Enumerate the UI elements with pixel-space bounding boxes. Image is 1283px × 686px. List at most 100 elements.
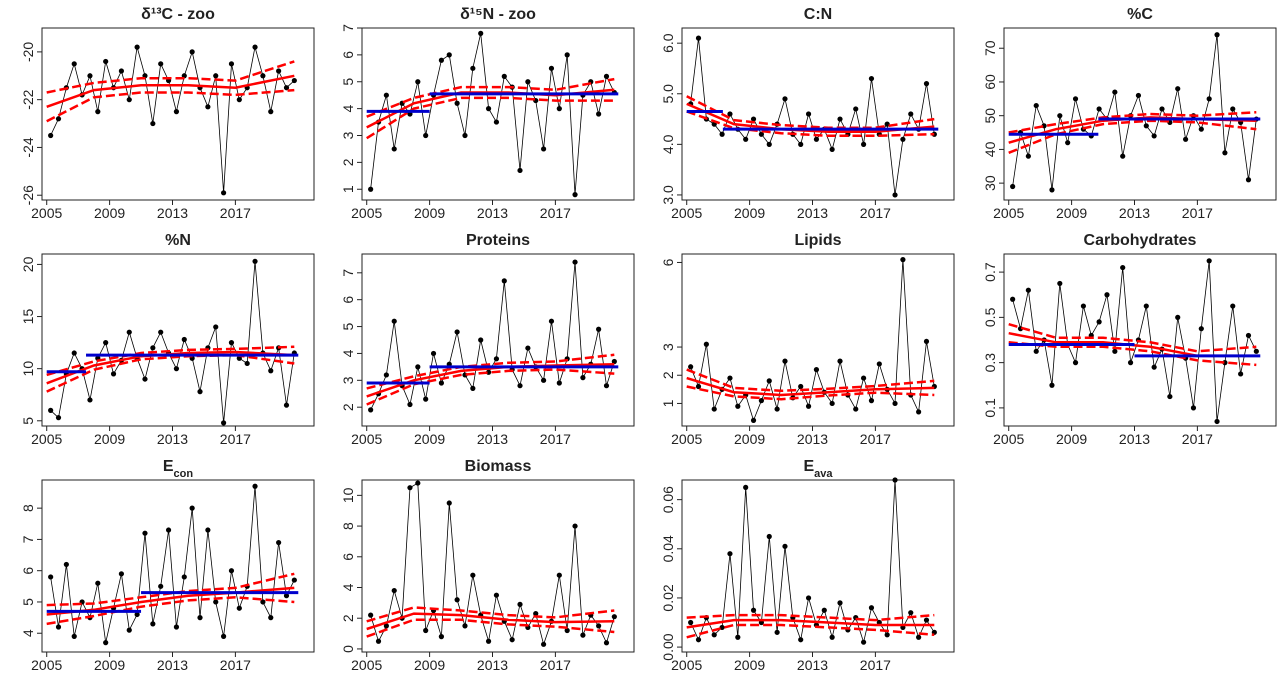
data-point bbox=[391, 587, 397, 594]
data-point bbox=[868, 75, 875, 82]
panel: δ¹⁵N - zoo 2005 2009 2013 2017 1 2 3 4 5 6 7 bbox=[340, 6, 635, 221]
panel: δ¹³C - zoo 2005 2009 2013 2017 -26 -24 -22 -20 bbox=[20, 6, 315, 221]
panel: Carbohydrates 2005 2009 2013 2017 0.1 0.3 0.5 0.… bbox=[982, 232, 1277, 447]
trend-lower bbox=[686, 110, 935, 138]
data-point bbox=[884, 121, 890, 127]
trend-lower bbox=[686, 385, 935, 401]
panel-title: δ¹³C - zoo bbox=[141, 6, 215, 23]
y-tick-label: 0.5 bbox=[982, 307, 998, 327]
data-point bbox=[1072, 360, 1079, 366]
data-point bbox=[126, 627, 132, 633]
trend-upper bbox=[366, 606, 615, 623]
data-point bbox=[462, 132, 468, 139]
y-tick-label: 5 bbox=[340, 78, 356, 86]
x-tick-label: 2017 bbox=[540, 657, 571, 673]
data-point bbox=[766, 378, 772, 384]
data-point bbox=[813, 136, 820, 142]
panel-title: Econ bbox=[163, 458, 194, 480]
data-point bbox=[87, 73, 93, 79]
trend-fit bbox=[366, 612, 615, 631]
y-tick-label: 15 bbox=[20, 309, 36, 325]
x-tick-label: 2009 bbox=[414, 205, 445, 221]
panel: Proteins 2005 2009 2013 2017 2 3 4 5 6 7 bbox=[340, 232, 635, 447]
x-tick-label: 2009 bbox=[414, 657, 445, 673]
y-tick-label: 4.0 bbox=[660, 134, 676, 154]
y-tick-label: 4 bbox=[340, 105, 356, 113]
y-tick-label: 7 bbox=[340, 269, 356, 277]
data-point bbox=[189, 49, 195, 55]
trend-upper bbox=[46, 345, 295, 377]
data-point bbox=[703, 341, 709, 347]
data-point bbox=[407, 401, 413, 408]
title-text: Lipids bbox=[794, 232, 841, 249]
data-point bbox=[244, 360, 250, 367]
data-point bbox=[798, 383, 804, 390]
data-point bbox=[415, 79, 421, 85]
y-tick-label: 0.3 bbox=[982, 353, 998, 373]
x-tick-label: 2005 bbox=[671, 431, 702, 447]
data-point bbox=[142, 530, 148, 536]
data-point bbox=[438, 634, 444, 640]
x-tick-label: 2005 bbox=[31, 657, 62, 673]
x-tick-label: 2009 bbox=[734, 431, 765, 447]
x-tick-label: 2017 bbox=[540, 205, 571, 221]
data-point bbox=[1104, 292, 1110, 298]
data-point bbox=[540, 641, 547, 647]
x-tick-label: 2017 bbox=[860, 431, 891, 447]
data-point bbox=[525, 79, 531, 85]
plot-frame bbox=[361, 479, 635, 653]
y-tick-label: 3 bbox=[660, 343, 676, 351]
data-point bbox=[71, 61, 77, 67]
data-point bbox=[118, 68, 124, 74]
y-tick-label: 1 bbox=[340, 185, 356, 193]
data-point bbox=[727, 111, 733, 117]
data-point bbox=[572, 192, 578, 198]
y-tick-label: 0.7 bbox=[982, 262, 998, 282]
y-tick-label: -26 bbox=[20, 185, 36, 205]
x-tick-label: 2009 bbox=[414, 431, 445, 447]
data-point bbox=[1182, 136, 1189, 142]
data-point bbox=[750, 417, 757, 423]
data-point bbox=[735, 634, 741, 640]
data-point bbox=[1057, 280, 1063, 287]
y-tick-label: 30 bbox=[982, 175, 998, 191]
x-tick-label: 2013 bbox=[477, 205, 508, 221]
data-point bbox=[391, 146, 397, 152]
panel-title: Lipids bbox=[794, 232, 841, 249]
data-point bbox=[1230, 106, 1236, 112]
data-point bbox=[375, 638, 382, 644]
x-tick-label: 2017 bbox=[860, 657, 891, 673]
y-tick-label: 4 bbox=[340, 583, 356, 591]
data-point bbox=[517, 601, 523, 607]
data-point bbox=[805, 111, 812, 117]
data-point bbox=[876, 361, 882, 367]
panel-title: δ¹⁵N - zoo bbox=[460, 6, 536, 23]
data-point bbox=[1198, 126, 1204, 132]
trend-lower bbox=[686, 623, 935, 639]
y-tick-label: 1 bbox=[660, 399, 676, 407]
y-tick-label: 3 bbox=[340, 131, 356, 139]
data-point bbox=[774, 406, 780, 412]
data-point bbox=[150, 345, 156, 351]
data-point bbox=[446, 500, 452, 506]
y-tick-label: 2 bbox=[340, 158, 356, 166]
data-line bbox=[690, 479, 935, 644]
plot-frame bbox=[361, 27, 635, 201]
data-point bbox=[173, 366, 180, 372]
data-point bbox=[71, 633, 77, 639]
data-point bbox=[1049, 187, 1055, 193]
title-text: %C bbox=[1127, 6, 1153, 23]
x-tick-label: 2017 bbox=[540, 431, 571, 447]
data-point bbox=[1245, 177, 1252, 183]
data-point bbox=[283, 402, 290, 408]
data-point bbox=[228, 340, 235, 346]
y-tick-label: 0.04 bbox=[660, 535, 676, 562]
data-point bbox=[438, 57, 444, 63]
data-point bbox=[688, 364, 694, 370]
trend-lower bbox=[366, 368, 615, 406]
data-point bbox=[158, 583, 164, 589]
data-point bbox=[430, 350, 437, 357]
y-tick-label: 0.1 bbox=[982, 398, 998, 418]
data-point bbox=[782, 358, 788, 364]
data-point bbox=[493, 119, 500, 125]
